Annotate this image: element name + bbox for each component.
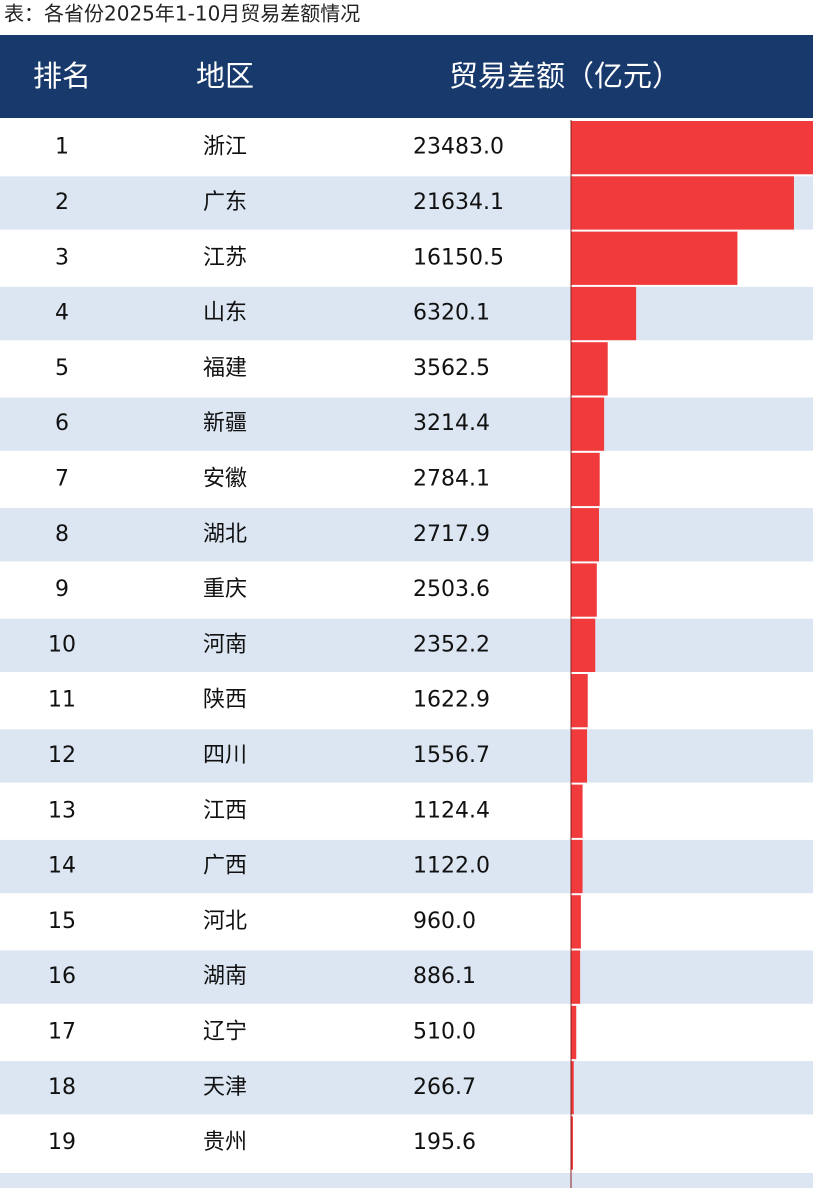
value: 2503.6 bbox=[413, 577, 490, 602]
value: 1622.9 bbox=[413, 688, 490, 713]
value: 266.7 bbox=[413, 1075, 476, 1100]
row-band bbox=[0, 618, 813, 672]
rank: 10 bbox=[48, 632, 76, 657]
region: 辽宁 bbox=[203, 1019, 247, 1044]
region: 广东 bbox=[203, 190, 247, 215]
rank: 16 bbox=[48, 964, 76, 989]
header-band bbox=[0, 35, 813, 118]
row-band bbox=[0, 286, 813, 341]
rank: 4 bbox=[55, 301, 69, 326]
header-region: 地区 bbox=[196, 59, 254, 93]
region: 安徽 bbox=[203, 466, 247, 491]
region: 四川 bbox=[203, 743, 247, 768]
value: 3214.4 bbox=[413, 411, 490, 436]
row-band bbox=[0, 729, 813, 783]
value: 886.1 bbox=[413, 964, 476, 989]
value: 16150.5 bbox=[413, 245, 504, 270]
title: 表：各省份2025年1-10月贸易差额情况 bbox=[4, 2, 360, 26]
bar bbox=[571, 508, 600, 562]
row-band bbox=[0, 839, 813, 894]
bar bbox=[571, 286, 637, 341]
region: 湖北 bbox=[203, 522, 247, 547]
bar bbox=[571, 1005, 577, 1060]
value: 21634.1 bbox=[413, 190, 504, 215]
bar bbox=[571, 397, 605, 451]
region: 贵州 bbox=[203, 1130, 247, 1155]
rank: 5 bbox=[55, 356, 69, 381]
rank: 6 bbox=[55, 411, 69, 436]
value: 2784.1 bbox=[413, 466, 490, 491]
bar bbox=[571, 563, 597, 617]
bar bbox=[571, 452, 600, 507]
value: 1122.0 bbox=[413, 854, 490, 879]
region: 江西 bbox=[203, 798, 247, 823]
bar bbox=[571, 784, 583, 838]
rank: 12 bbox=[48, 743, 76, 768]
bar bbox=[571, 1061, 574, 1115]
bar bbox=[571, 121, 813, 175]
value: 1556.7 bbox=[413, 743, 490, 768]
bar bbox=[571, 342, 608, 396]
bar bbox=[571, 895, 581, 949]
value: 195.6 bbox=[413, 1130, 476, 1155]
value: 6320.1 bbox=[413, 301, 490, 326]
value: 510.0 bbox=[413, 1019, 476, 1044]
region: 天津 bbox=[203, 1075, 247, 1100]
region: 湖南 bbox=[203, 964, 247, 989]
bar bbox=[571, 729, 588, 783]
rank: 3 bbox=[55, 245, 69, 270]
rank: 18 bbox=[48, 1075, 76, 1100]
region: 新疆 bbox=[203, 411, 247, 436]
region: 浙江 bbox=[203, 135, 247, 160]
region: 陕西 bbox=[203, 688, 247, 713]
region: 江苏 bbox=[203, 245, 247, 270]
value: 960.0 bbox=[413, 909, 476, 934]
region: 河北 bbox=[203, 909, 247, 934]
rank: 9 bbox=[55, 577, 69, 602]
region: 重庆 bbox=[203, 577, 247, 602]
bar bbox=[571, 618, 596, 672]
rank: 15 bbox=[48, 909, 76, 934]
row-band bbox=[0, 397, 813, 451]
bar bbox=[571, 674, 588, 728]
rank: 19 bbox=[48, 1130, 76, 1155]
row-band bbox=[0, 508, 813, 562]
rank: 11 bbox=[48, 688, 76, 713]
value: 1124.4 bbox=[413, 798, 490, 823]
rank: 8 bbox=[55, 522, 69, 547]
rank: 1 bbox=[55, 135, 69, 160]
value: 2717.9 bbox=[413, 522, 490, 547]
rank: 17 bbox=[48, 1019, 76, 1044]
value: 3562.5 bbox=[413, 356, 490, 381]
rank: 14 bbox=[48, 854, 76, 879]
bar bbox=[571, 231, 738, 285]
bar bbox=[571, 1116, 574, 1170]
bar bbox=[571, 839, 583, 894]
header-rank: 排名 bbox=[33, 59, 91, 93]
bar bbox=[571, 176, 794, 230]
bar bbox=[571, 950, 581, 1004]
value: 23483.0 bbox=[413, 135, 504, 160]
region: 广西 bbox=[203, 854, 247, 879]
row-band bbox=[0, 950, 813, 1004]
rank: 7 bbox=[55, 466, 69, 491]
rank: 13 bbox=[48, 798, 76, 823]
value: 2352.2 bbox=[413, 632, 490, 657]
region: 河南 bbox=[203, 632, 247, 657]
region: 福建 bbox=[203, 356, 247, 381]
rank: 2 bbox=[55, 190, 69, 215]
row-band bbox=[0, 1061, 813, 1115]
header-value: 贸易差额（亿元） bbox=[449, 59, 681, 93]
region: 山东 bbox=[203, 301, 247, 326]
partial-row bbox=[0, 1173, 813, 1188]
